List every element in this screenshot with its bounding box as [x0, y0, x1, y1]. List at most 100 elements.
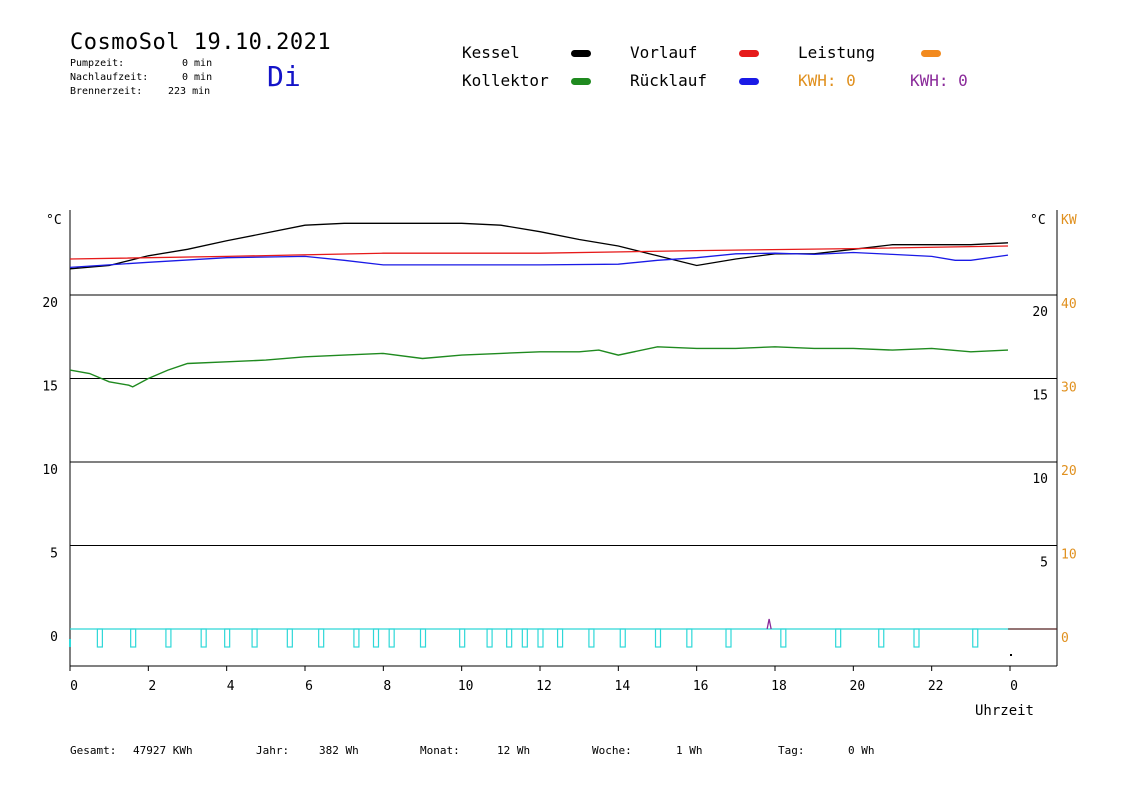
purple-marker	[766, 618, 772, 630]
pump-pulse	[556, 628, 564, 648]
left-tick-label: 15	[42, 380, 58, 395]
pump-pulse	[165, 628, 172, 648]
x-tick-label: 4	[227, 679, 235, 694]
x-axis-label: Uhrzeit	[975, 703, 1034, 719]
pump-pulse	[780, 628, 787, 648]
pump-pulse	[913, 628, 920, 648]
pump-pulse	[459, 628, 466, 648]
pump-pulse	[654, 628, 662, 648]
pump-pulse	[506, 628, 513, 648]
left-tick-label: 0	[50, 630, 58, 645]
x-tick-label: 0	[70, 679, 78, 694]
footer-tag-value: 0 Wh	[848, 744, 875, 757]
stat-brennerzeit-value: 223 min	[168, 86, 211, 97]
pump-pulse	[537, 628, 544, 648]
chart-grid	[69, 210, 1058, 671]
pump-signal-layer	[69, 618, 1012, 656]
legend-kessel-swatch	[571, 50, 591, 57]
right-tick-label: 5	[1040, 556, 1048, 571]
legend-ruecklauf-label: Rücklauf	[630, 71, 708, 90]
pump-pulse	[686, 628, 693, 648]
page-title: CosmoSol 19.10.2021	[70, 30, 332, 55]
x-tick-label: 18	[771, 679, 787, 694]
pump-pulse	[588, 628, 595, 648]
power-tick-label: 10	[1061, 548, 1077, 563]
legend-leistung-label: Leistung	[798, 43, 876, 62]
legend-kessel-label: Kessel	[462, 43, 520, 62]
pump-pulse	[972, 628, 979, 648]
series-rücklauf-line	[69, 251, 1009, 269]
series-kessel-line	[69, 222, 1009, 270]
pump-pulse	[835, 628, 842, 648]
legend-kollektor-label: Kollektor	[462, 71, 549, 90]
x-tick-label: 10	[458, 679, 474, 694]
pump-pulse	[878, 628, 885, 648]
left-tick-label: 20	[42, 296, 58, 311]
legend-kwh-purple: KWH: 0	[910, 71, 968, 90]
right-tick-label: 20	[1032, 305, 1048, 320]
pump-pulse	[200, 628, 207, 648]
legend-leistung-swatch	[921, 50, 941, 57]
series-kollektor-line	[69, 346, 1009, 388]
stat-nachlaufzeit-label: Nachlaufzeit:	[70, 72, 149, 83]
x-tick-label: 8	[383, 679, 391, 694]
pump-pulse	[130, 628, 137, 648]
pump-pulse	[486, 628, 493, 648]
pump-pulse	[353, 628, 360, 648]
stat-brennerzeit-label: Brennerzeit:	[70, 86, 143, 97]
footer-jahr-value: 382 Wh	[319, 744, 359, 757]
x-tick-label: 0	[1010, 679, 1018, 694]
x-tick-label: 2	[148, 679, 156, 694]
end-dot	[1010, 654, 1012, 656]
pump-pulse	[251, 628, 258, 648]
footer-monat-label: Monat:	[420, 744, 460, 757]
pump-pulse	[388, 628, 395, 648]
x-tick-label: 20	[850, 679, 866, 694]
left-tick-label: 10	[42, 463, 58, 478]
footer-gesamt-label: Gesamt:	[70, 744, 117, 757]
legend-kwh-orange: KWH: 0	[798, 71, 856, 90]
power-tick-label: 20	[1061, 464, 1077, 479]
series-layer	[69, 222, 1057, 630]
pump-pulse	[286, 628, 293, 648]
stat-pumpzeit-label: Pumpzeit:	[70, 58, 125, 69]
x-tick-label: 14	[615, 679, 631, 694]
weekday-label: Di	[267, 60, 301, 93]
legend-ruecklauf-swatch	[739, 78, 759, 85]
pump-pulse	[318, 628, 325, 648]
legend-kollektor-swatch	[571, 78, 591, 85]
footer-jahr-label: Jahr:	[256, 744, 290, 757]
left-unit-label: °C	[46, 213, 62, 228]
axis-labels: 0 5 10 15 20 °C 5 10 15 20 °C 0 10 20 30 40 KW 0 2 4 6 8 10 12 1…	[42, 213, 1076, 719]
x-tick-label: 6	[305, 679, 313, 694]
right-tick-label: 15	[1032, 389, 1048, 404]
power-tick-label: 30	[1061, 381, 1077, 396]
footer-tag-label: Tag:	[778, 744, 805, 757]
stat-nachlaufzeit-value: 0 min	[182, 72, 213, 83]
right-tick-label: 10	[1032, 472, 1048, 487]
power-tick-label: 40	[1061, 297, 1077, 312]
power-unit-label: KW	[1061, 213, 1077, 228]
legend-vorlauf-label: Vorlauf	[630, 43, 698, 62]
pump-pulse	[96, 628, 103, 648]
pump-pulse	[224, 628, 231, 648]
x-tick-label: 22	[928, 679, 944, 694]
footer-gesamt-value: 47927 KWh	[133, 744, 193, 757]
stat-pumpzeit-value: 0 min	[182, 58, 213, 69]
pump-pulse	[419, 628, 427, 648]
legend-vorlauf-swatch	[739, 50, 759, 57]
pump-pulse	[372, 628, 380, 648]
series-vorlauf-line	[69, 245, 1009, 260]
footer-monat-value: 12 Wh	[497, 744, 531, 757]
footer-woche-label: Woche:	[592, 744, 632, 757]
left-tick-label: 5	[50, 547, 58, 562]
pump-pulse	[725, 628, 732, 648]
pump-pulse	[619, 628, 626, 648]
pump-pulse	[521, 628, 528, 648]
x-tick-label: 16	[693, 679, 709, 694]
footer-woche-value: 1 Wh	[676, 744, 703, 757]
right-unit-label: °C	[1030, 213, 1046, 228]
power-tick-label: 0	[1061, 631, 1069, 646]
x-tick-label: 12	[536, 679, 552, 694]
